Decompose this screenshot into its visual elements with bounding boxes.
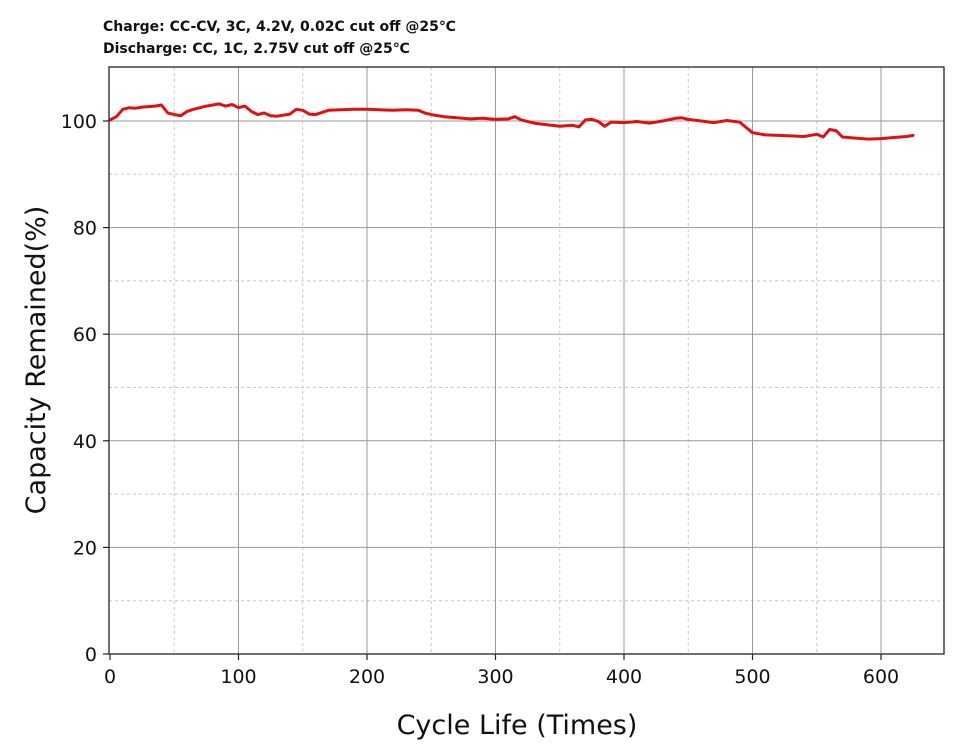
x-tick-label: 200 xyxy=(349,666,385,688)
x-tick-label: 500 xyxy=(734,666,770,688)
annotation-discharge: Discharge: CC, 1C, 2.75V cut off @25℃ xyxy=(103,41,410,57)
y-tick-label: 0 xyxy=(85,644,97,666)
plot-frame xyxy=(108,66,945,655)
annotation-charge: Charge: CC-CV, 3C, 4.2V, 0.02C cut off @… xyxy=(103,19,456,35)
y-tick-label: 100 xyxy=(61,111,97,133)
capacity-series-line xyxy=(108,102,915,141)
x-axis-title: Cycle Life (Times) xyxy=(397,710,638,741)
y-tick-label: 40 xyxy=(73,431,97,453)
y-tick-label: 80 xyxy=(73,218,97,240)
x-tick-label: 400 xyxy=(606,666,642,688)
series-layer xyxy=(108,102,915,141)
y-tick-label: 60 xyxy=(73,324,97,346)
x-tick-label: 0 xyxy=(104,666,116,688)
grid xyxy=(109,67,944,654)
x-tick-label: 300 xyxy=(477,666,513,688)
y-tick-label: 20 xyxy=(73,537,97,559)
x-tick-label: 600 xyxy=(863,666,899,688)
x-tick-label: 100 xyxy=(220,666,256,688)
y-axis-title: Capacity Remained(%) xyxy=(21,206,52,515)
axis-ticks: 0 100 200 300 400 500 600 0 20 40 60 80 100 xyxy=(61,111,899,688)
